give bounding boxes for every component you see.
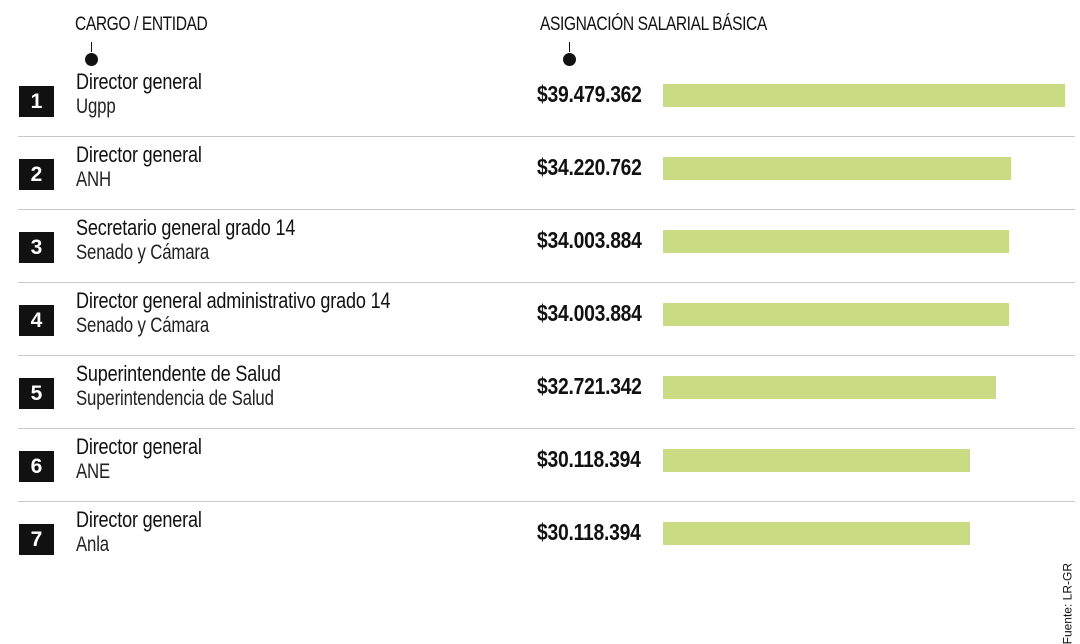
- header-asignacion-label: ASIGNACIÓN SALARIAL BÁSICA: [540, 14, 767, 35]
- rank-badge: 3: [19, 232, 54, 263]
- source-credit: Fuente: LR-GR: [1060, 563, 1074, 644]
- header-entidad-label: ENTIDAD: [141, 14, 208, 35]
- header-asignacion-pin-dot: [563, 53, 576, 66]
- entidad-label: Superintendencia de Salud: [76, 387, 274, 410]
- header-asignacion-pin-line: [569, 42, 570, 52]
- rank-badge: 1: [19, 86, 54, 117]
- entidad-label: Ugpp: [76, 95, 116, 118]
- salary-bar: [663, 230, 1009, 253]
- entidad-label: Senado y Cámara: [76, 314, 210, 337]
- entidad-label: Senado y Cámara: [76, 241, 210, 264]
- salary-value-label: $30.118.394: [537, 519, 641, 545]
- header-cargo-pin-dot: [85, 53, 98, 66]
- entidad-label: ANH: [76, 168, 111, 191]
- entidad-label: ANE: [76, 460, 111, 483]
- ranking-row: 5 Superintendente de Salud Superintendenci…: [0, 356, 1080, 429]
- row-separator: [18, 282, 1075, 283]
- salary-value-label: $32.721.342: [537, 373, 642, 399]
- row-separator: [18, 355, 1075, 356]
- header-cargo-label: CARGO: [75, 14, 131, 35]
- ranking-row: 7 Director general Anla $30.118.394: [0, 502, 1080, 575]
- rank-badge: 7: [19, 524, 54, 555]
- cargo-label: Director general administrativo grado 14: [76, 288, 391, 313]
- cargo-label: Superintendente de Salud: [76, 361, 281, 386]
- salary-value-label: $30.118.394: [537, 446, 641, 472]
- row-separator: [18, 501, 1075, 502]
- cargo-label: Director general: [76, 142, 202, 167]
- salary-bar: [663, 157, 1011, 180]
- rank-badge: 6: [19, 451, 54, 482]
- cargo-label: Director general: [76, 434, 202, 459]
- salary-bar: [663, 449, 970, 472]
- salary-value-label: $34.220.762: [537, 154, 642, 180]
- header-cargo-entidad: CARGO / ENTIDAD: [75, 14, 208, 36]
- salary-bar: [663, 522, 970, 545]
- cargo-label: Director general: [76, 69, 202, 94]
- ranking-row: 3 Secretario general grado 14 Senado y Cám…: [0, 210, 1080, 283]
- entidad-label: Anla: [76, 533, 109, 556]
- ranking-row: 4 Director general administrativo grado 1…: [0, 283, 1080, 356]
- salary-bar: [663, 84, 1065, 107]
- rank-badge: 4: [19, 305, 54, 336]
- cargo-label: Secretario general grado 14: [76, 215, 296, 240]
- salary-bar: [663, 376, 996, 399]
- salary-bar: [663, 303, 1009, 326]
- salary-value-label: $39.479.362: [537, 81, 642, 107]
- rank-badge: 2: [19, 159, 54, 190]
- salary-value-label: $34.003.884: [537, 227, 642, 253]
- ranking-row: 1 Director general Ugpp $39.479.362: [0, 64, 1080, 137]
- header-separator: /: [134, 14, 138, 35]
- rank-badge: 5: [19, 378, 54, 409]
- row-separator: [18, 209, 1075, 210]
- ranking-row: 6 Director general ANE $30.118.394: [0, 429, 1080, 502]
- salary-value-label: $34.003.884: [537, 300, 642, 326]
- row-separator: [18, 136, 1075, 137]
- row-separator: [18, 428, 1075, 429]
- cargo-label: Director general: [76, 507, 202, 532]
- header-cargo-pin-line: [91, 42, 92, 52]
- ranking-row: 2 Director general ANH $34.220.762: [0, 137, 1080, 210]
